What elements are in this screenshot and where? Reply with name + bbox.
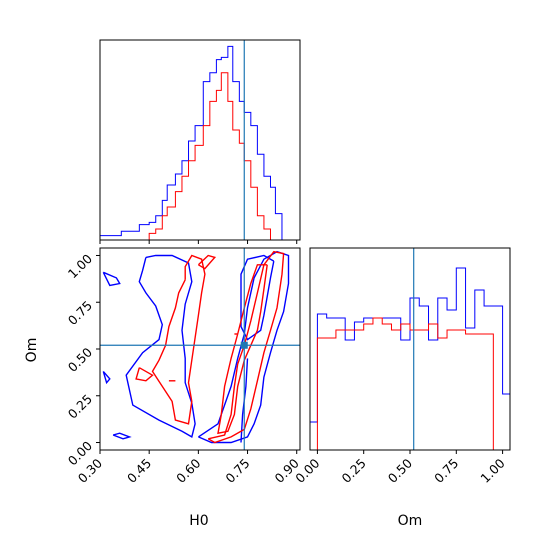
x-axis-label-h0: H0 — [189, 513, 208, 529]
contour-red-9 — [217, 264, 268, 435]
h0-hist-frame — [99, 39, 301, 241]
h0-x-tick-label-2: 0.60 — [173, 455, 203, 485]
h0-hist-red — [100, 72, 300, 241]
om-y-tick-label-3: 0.75 — [65, 298, 95, 328]
om-hist-frame — [309, 247, 511, 451]
h0-histogram-panel — [99, 39, 301, 244]
om-x-tick-label-4: 1.00 — [477, 455, 507, 485]
contour-red-10 — [135, 367, 154, 382]
contour-red-7 — [151, 254, 206, 425]
contour-blue-4 — [102, 271, 121, 287]
om-x-tick-label-1: 0.25 — [339, 456, 369, 486]
contour-blue-6 — [102, 370, 111, 385]
x-axis-label-om: Om — [398, 513, 423, 529]
om-x-tick-label-3: 0.75 — [431, 456, 461, 486]
om-histogram-panel: 0.00 0.25 0.50 0.75 1.00 — [292, 247, 511, 486]
h0-x-tick-label-3: 0.75 — [222, 456, 252, 486]
om-hist-red — [310, 317, 510, 451]
contour-blue-1 — [198, 250, 290, 444]
contour-blue-0 — [125, 254, 196, 438]
contour-blue-5 — [112, 432, 132, 440]
truth-marker — [240, 341, 248, 349]
contour-lines — [102, 250, 290, 444]
h0-om-contour-panel: 0.30 0.45 0.60 0.75 0.900.000.250.500.751.00 — [65, 247, 302, 486]
om-y-tick-label-1: 0.25 — [65, 391, 95, 421]
h0-x-tick-label-1: 0.45 — [124, 456, 154, 486]
om-hist-blue — [309, 267, 511, 450]
h0-hist-blue — [99, 45, 300, 241]
om-y-tick-label-4: 1.00 — [65, 251, 95, 281]
om-x-tick-label-2: 0.50 — [385, 455, 415, 485]
contour-red-11 — [197, 254, 217, 270]
axis-labels: H0 Om Om — [24, 338, 422, 529]
om-x-tick-label-0: 0.00 — [292, 455, 322, 485]
om-y-tick-label-2: 0.50 — [65, 344, 95, 374]
contour-red-8 — [207, 250, 285, 444]
y-axis-label-om: Om — [24, 338, 40, 363]
